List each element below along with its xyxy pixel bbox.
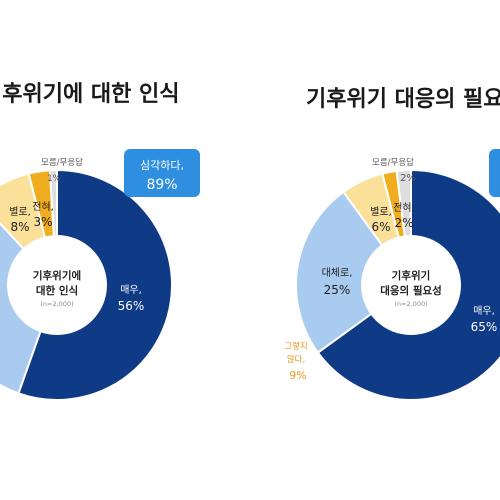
chart-2-hole (361, 235, 461, 335)
chart-1-center-label-line1: 기후위기에 (33, 269, 81, 282)
chart-1-callout-box (124, 149, 200, 197)
chart-1-slice-value-dont-know: 1% (47, 174, 61, 184)
chart-2-title: 기후위기 대응의 필요성 (306, 87, 500, 112)
chart-2: 기후위기 대응의 필요성 (n=2,000) 모름/무응답 2% 별로, 6% … (284, 149, 500, 401)
chart-1-slice-value-not-at-all: 3% (33, 215, 52, 229)
chart-2-slice-value-dont-know: 2% (400, 173, 416, 184)
chart-1-slice-value-not-really: 8% (10, 220, 29, 234)
chart-2-n-label: (n=2,000) (394, 300, 427, 308)
chart-1-slice-label-very: 매우, (120, 284, 142, 296)
chart-2-slice-somewhat (295, 190, 413, 354)
chart-1-hole (7, 235, 107, 335)
chart-1-title: 기후위기에 대한 인식 (0, 82, 179, 107)
chart-2-slice-label-not-really: 별로, (370, 206, 392, 218)
chart-1-n-label: (n=2,000) (40, 300, 73, 308)
chart-1-slice-label-dont-know: 모름/무응답 (41, 157, 83, 168)
chart-2-slice-label-not-at-all: 전혀, (393, 202, 415, 214)
chart-1-slice-label-not-at-all: 전혀, (32, 201, 54, 213)
chart-2-slice-value-not-really: 6% (371, 220, 390, 234)
chart-1-callout-value: 89% (146, 177, 177, 193)
chart-2-slice-value-somewhat: 25% (324, 283, 351, 297)
chart-1: 기후위기에 대한 인식 (n=2,000) 심각하다, 89% 모름/무응답 1… (0, 149, 200, 401)
chart-2-slice-label-somewhat: 대체로, (322, 267, 353, 279)
chart-2-callout-left-line1: 그렇지 (284, 341, 307, 352)
chart-2-center-label-line2: 대응의 필요성 (380, 284, 442, 297)
chart-1-callout-label: 심각하다, (140, 158, 184, 172)
chart-2-slice-label-very: 매우, (473, 305, 495, 317)
chart-2-slice-value-very: 65% (471, 320, 498, 334)
chart-2-callout-left-value: 9% (289, 369, 306, 382)
chart-2-slice-label-dont-know: 모름/무응답 (372, 157, 414, 168)
chart-1-slice-value-very: 56% (118, 299, 145, 313)
chart-1-center-label-line2: 대한 인식 (36, 284, 78, 297)
chart-1-slice-label-not-really: 별로, (9, 206, 31, 218)
chart-2-callout-left-line2: 않다, (287, 355, 305, 365)
chart-2-slice-value-not-at-all: 2% (394, 216, 413, 230)
chart-2-center-label-line1: 기후위기 (392, 269, 431, 282)
chart-2-callout-box (489, 149, 500, 197)
chart-2-slice-very (316, 168, 500, 401)
